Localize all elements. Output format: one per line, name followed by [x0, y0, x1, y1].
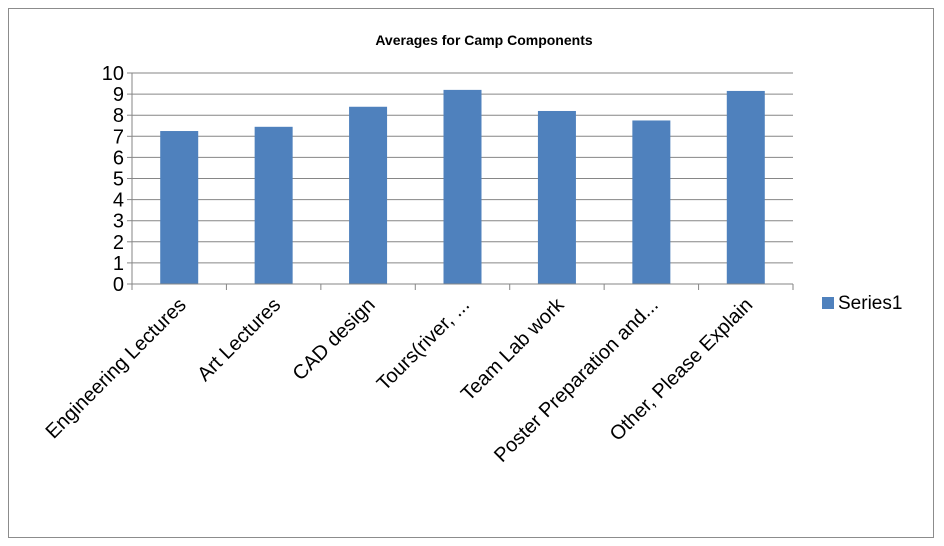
- y-tick-label: 0: [113, 274, 124, 296]
- bar: [254, 126, 293, 285]
- y-tick-label: 2: [113, 232, 124, 254]
- bar: [726, 90, 765, 284]
- bar-chart: Averages for Camp Components 01234567891…: [42, 32, 903, 467]
- y-tick-label: 1: [113, 253, 124, 275]
- y-tick-label: 7: [113, 126, 124, 148]
- x-tick-label: Tours(river, ...: [373, 294, 474, 395]
- x-tick-label: CAD design: [289, 294, 380, 385]
- y-tick-label: 4: [113, 190, 124, 212]
- chart-title: Averages for Camp Components: [375, 32, 593, 48]
- bar: [349, 106, 388, 284]
- y-tick-label: 9: [113, 84, 124, 106]
- legend-swatch: [822, 297, 834, 309]
- bar: [632, 120, 671, 284]
- y-tick-label: 5: [113, 169, 124, 191]
- legend: Series1: [822, 293, 902, 314]
- x-tick-label: Art Lectures: [193, 294, 285, 386]
- axes: [131, 73, 794, 290]
- bar: [443, 89, 482, 284]
- y-tick-label: 10: [102, 63, 124, 85]
- y-tick-label: 3: [113, 211, 124, 233]
- x-axis-tick-labels: Engineering Lectures Art Lectures CAD desi…: [42, 293, 758, 466]
- x-tick-label: Engineering Lectures: [42, 294, 191, 443]
- x-tick-label: Poster Preparation and...: [490, 294, 663, 467]
- bar: [537, 110, 576, 284]
- bars: [160, 89, 765, 285]
- legend-label: Series1: [838, 293, 902, 314]
- bar: [160, 131, 199, 284]
- y-tick-label: 8: [113, 105, 124, 127]
- y-tick-label: 6: [113, 147, 124, 169]
